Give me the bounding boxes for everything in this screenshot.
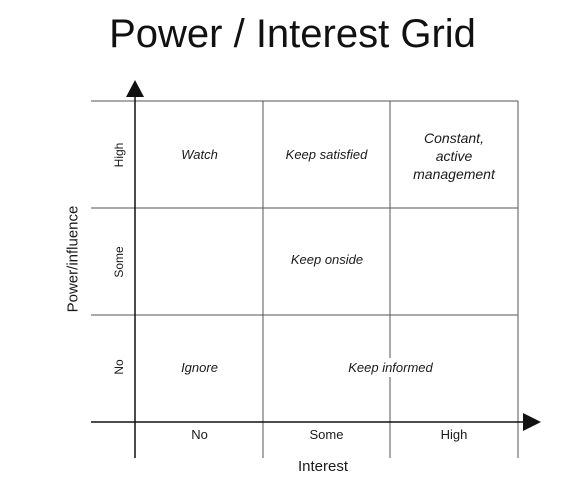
cell-watch: Watch <box>181 147 218 162</box>
cell-ignore: Ignore <box>181 360 218 375</box>
cell-constant-active-management: Constant, active management <box>413 130 495 182</box>
x-axis-title: Interest <box>297 458 349 475</box>
cell-keep-satisfied: Keep satisfied <box>285 147 368 162</box>
cell-keep-onside: Keep onside <box>136 250 518 269</box>
x-axis-arrow-icon <box>523 413 541 431</box>
x-tick-high: High <box>440 427 468 442</box>
x-tick-no: No <box>191 427 208 442</box>
cell-keep-informed: Keep informed <box>263 358 518 377</box>
x-tick-some: Some <box>309 427 344 442</box>
y-axis-arrow-icon <box>126 80 144 97</box>
diagram-title: Power / Interest Grid <box>109 12 476 56</box>
